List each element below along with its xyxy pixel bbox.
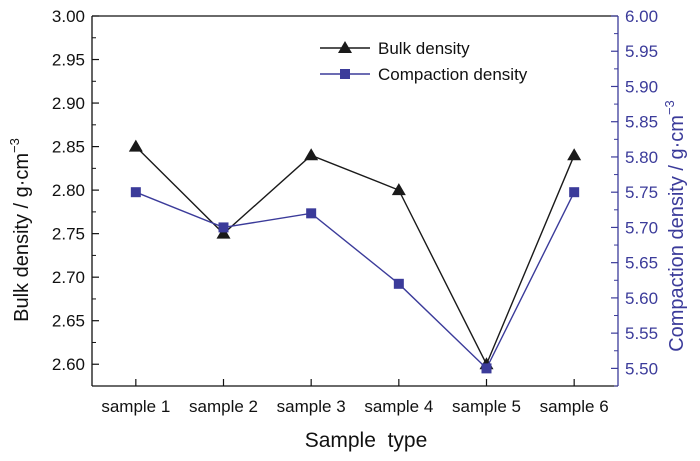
data-point — [393, 278, 404, 289]
data-point — [391, 183, 406, 196]
left-tick-label: 2.75 — [52, 225, 85, 244]
x-tick-label: sample 4 — [364, 397, 433, 416]
series-2 — [130, 187, 580, 374]
right-tick-label: 5.90 — [625, 77, 658, 96]
legend-label: Compaction density — [378, 65, 528, 84]
data-point — [218, 222, 229, 233]
right-tick-label: 5.65 — [625, 254, 658, 273]
left-tick-label: 2.70 — [52, 268, 85, 287]
right-tick-label: 5.60 — [625, 289, 658, 308]
left-axis-label-text: Bulk density / g·cm — [11, 153, 33, 322]
right-axis-label: Compaction density / g·cm−3 — [662, 100, 688, 352]
data-point — [130, 187, 141, 198]
left-tick-label: 2.80 — [52, 181, 85, 200]
left-tick-label: 2.85 — [52, 138, 85, 157]
right-axis-label-text: Compaction density / g·cm — [666, 115, 688, 352]
svg-text:Compaction density / g·cm−3: Compaction density / g·cm−3 — [662, 100, 688, 352]
data-point — [216, 226, 231, 239]
right-tick-label: 5.85 — [625, 113, 658, 132]
right-tick-label: 5.75 — [625, 183, 658, 202]
right-tick-label: 5.50 — [625, 359, 658, 378]
x-tick-label: sample 5 — [452, 397, 521, 416]
series-1 — [128, 139, 582, 370]
axes: 2.60 2.65 2.70 2.75 2.80 2.85 2.90 2.95 3.00 5.50… — [52, 7, 658, 416]
legend-label: Bulk density — [378, 39, 470, 58]
data-point — [569, 187, 580, 198]
x-tick-label: sample 1 — [101, 397, 170, 416]
x-tick-label: sample 2 — [189, 397, 258, 416]
svg-text:Bulk density / g·cm−3: Bulk density / g·cm−3 — [7, 138, 33, 322]
legend-swatch-marker — [340, 69, 350, 79]
data-point — [304, 148, 319, 161]
right-tick-label: 6.00 — [625, 7, 658, 26]
left-axis-label: Bulk density / g·cm−3 — [7, 138, 33, 322]
series-layer — [128, 139, 582, 374]
right-tick-label: 5.55 — [625, 324, 658, 343]
right-tick-label: 5.70 — [625, 218, 658, 237]
data-point — [306, 208, 317, 219]
data-point — [567, 148, 582, 161]
legend: Bulk density Compaction density — [320, 39, 528, 84]
legend-swatch-marker — [338, 41, 352, 53]
legend-item-1: Bulk density — [320, 39, 470, 58]
right-tick-label: 5.80 — [625, 148, 658, 167]
left-axis-label-exponent: −3 — [7, 138, 22, 153]
left-tick-label: 2.60 — [52, 355, 85, 374]
x-tick-label: sample 6 — [540, 397, 609, 416]
data-point — [128, 139, 143, 152]
series-line — [135, 191, 575, 370]
left-tick-label: 3.00 — [52, 7, 85, 26]
left-tick-label: 2.90 — [52, 94, 85, 113]
right-tick-label: 5.95 — [625, 42, 658, 61]
left-tick-label: 2.95 — [52, 51, 85, 70]
data-point — [481, 363, 492, 374]
x-axis-label: Sample type — [305, 429, 428, 452]
right-axis-label-exponent: −3 — [662, 100, 677, 115]
series-line — [135, 146, 575, 366]
left-tick-label: 2.65 — [52, 312, 85, 331]
x-tick-label: sample 3 — [277, 397, 346, 416]
legend-item-2: Compaction density — [320, 65, 528, 84]
